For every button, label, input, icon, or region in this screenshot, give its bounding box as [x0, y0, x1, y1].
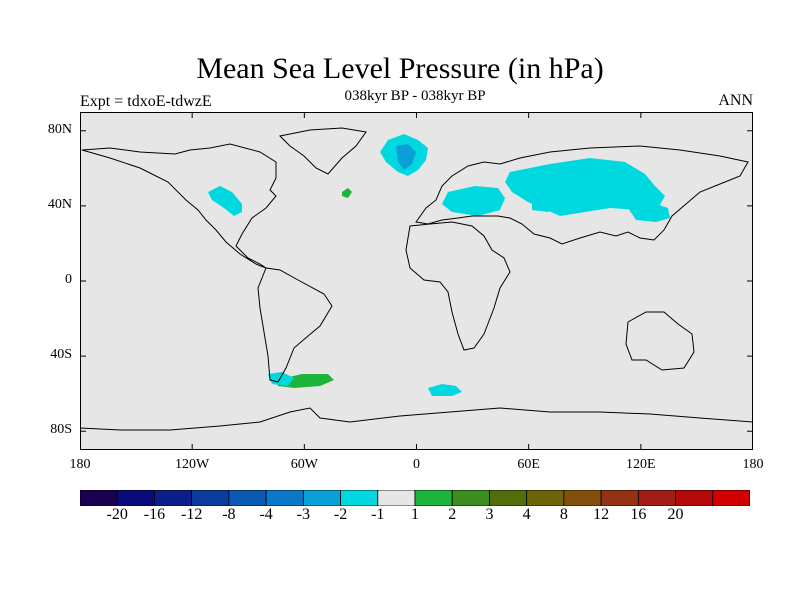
colorbar-label: 1 [411, 506, 419, 523]
colorbar-swatch [451, 490, 490, 506]
longitude-label: 120E [626, 457, 656, 472]
latitude-label: 40S [50, 347, 72, 363]
colorbar-swatch [228, 490, 267, 506]
colorbar-swatch [116, 490, 155, 506]
greenland-sea-core [396, 144, 416, 170]
latitude-label: 80S [50, 422, 72, 438]
experiment-label: Expt = tdxoE-tdwzE [80, 93, 212, 110]
plot-title: Mean Sea Level Pressure (in hPa) [196, 52, 604, 85]
south-atlantic-anomaly [428, 384, 462, 396]
east-asia-anomaly [628, 202, 670, 222]
colorbar-label: 20 [667, 506, 684, 523]
colorbar-label: -16 [143, 506, 166, 523]
colorbar-swatch [265, 490, 304, 506]
colorbar-swatch [191, 490, 230, 506]
longitude-label: 120W [175, 457, 210, 472]
colorbar-label: 4 [522, 506, 531, 523]
colorbar-swatch [489, 490, 528, 506]
colorbar-swatch [637, 490, 676, 506]
colorbar-label: -1 [371, 506, 385, 523]
colorbar-swatch [154, 490, 193, 506]
east-europe-anomaly [532, 198, 560, 212]
colorbar-label: 8 [559, 506, 568, 523]
colorbar-swatch [302, 490, 341, 506]
colorbar-swatch [600, 490, 639, 506]
colorbar-label: 3 [485, 506, 494, 523]
colorbar [80, 490, 750, 506]
colorbar-swatch [414, 490, 453, 506]
colorbar-swatch [712, 490, 750, 506]
colorbar-label: -3 [296, 506, 310, 523]
australia-coast [625, 311, 695, 371]
north-america-coast [81, 143, 277, 269]
colorbar-swatch [377, 490, 416, 506]
longitude-label: 180 [742, 457, 764, 472]
western-na-anomaly [208, 186, 242, 216]
colorbar-label: -8 [222, 506, 236, 523]
europe-coast [415, 145, 749, 245]
greenland-coast [278, 127, 367, 175]
map-panel [80, 112, 753, 450]
colorbar-label: 16 [630, 506, 647, 523]
longitude-label: 180 [69, 457, 91, 472]
colorbar-swatch [340, 490, 379, 506]
longitude-label: 0 [413, 457, 420, 472]
africa-coast [405, 221, 511, 351]
colorbar-swatch [563, 490, 602, 506]
drake-passage-negative [268, 372, 294, 386]
latitude-label: 40N [47, 196, 72, 212]
anomaly-shading [208, 134, 670, 396]
north-atlantic-anomaly [342, 188, 352, 198]
colorbar-swatch [526, 490, 565, 506]
colorbar-swatch [80, 490, 118, 506]
season-label: ANN [718, 92, 753, 109]
longitude-label: 60E [517, 457, 540, 472]
tick-marks [80, 112, 753, 450]
colorbar-label: -12 [180, 506, 203, 523]
colorbar-label: -2 [333, 506, 348, 523]
colorbar-label: -20 [106, 506, 128, 523]
latitude-label: 80N [47, 121, 72, 137]
europe-anomaly [442, 186, 505, 216]
colorbar-swatch [675, 490, 714, 506]
colorbar-label: 12 [593, 506, 610, 523]
coastlines [80, 127, 753, 431]
plot-subtitle: 038kyr BP - 038kyr BP [344, 88, 486, 104]
colorbar-label: 2 [448, 506, 457, 523]
south-america-coast [257, 267, 333, 383]
longitude-label: 60W [290, 457, 318, 472]
antarctica-coast [80, 407, 753, 431]
latitude-label: 0 [65, 272, 72, 287]
colorbar-label: -4 [259, 506, 273, 523]
